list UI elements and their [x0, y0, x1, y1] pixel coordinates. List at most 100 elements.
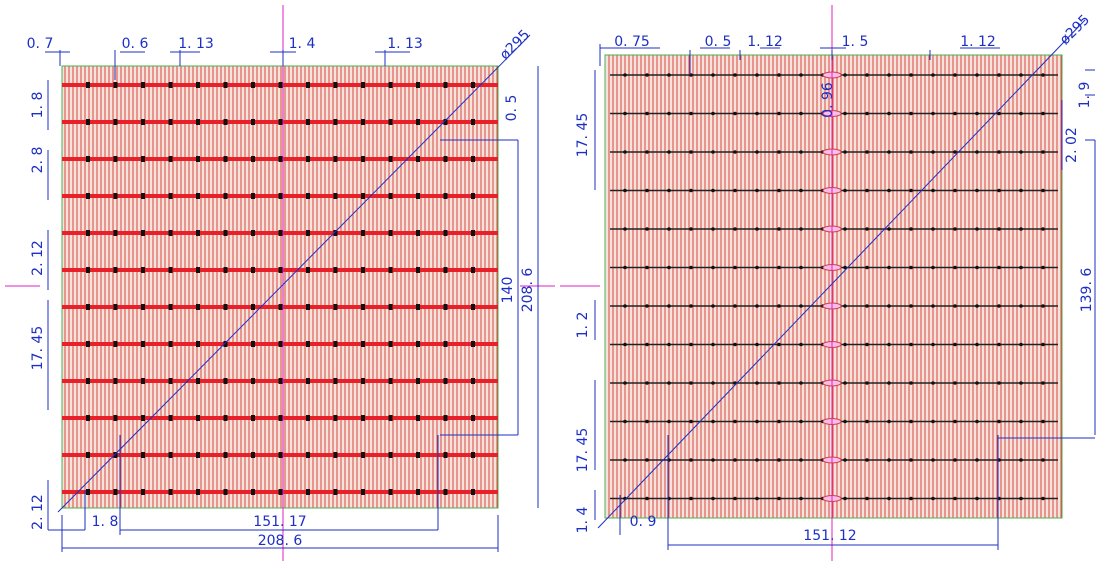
row-node: [416, 193, 420, 199]
row-node: [931, 188, 935, 193]
dim-label: 139. 6: [1079, 268, 1095, 313]
row-node: [278, 193, 283, 199]
row-node: [931, 111, 935, 116]
row-node: [645, 111, 649, 116]
row-node: [471, 267, 475, 273]
row-node: [953, 227, 957, 231]
row-node: [333, 193, 338, 199]
row-node: [865, 73, 869, 77]
guides: [5, 5, 1096, 561]
row-node: [623, 342, 627, 347]
dim-label: 151. 12: [803, 528, 856, 544]
row-node: [975, 458, 979, 462]
row-node: [843, 381, 847, 385]
row-node: [799, 458, 803, 462]
row-node: [887, 265, 891, 270]
row-node: [361, 415, 365, 421]
row-node: [1019, 227, 1023, 231]
row-node: [777, 381, 781, 385]
row-node: [667, 304, 671, 308]
row-node: [667, 227, 671, 231]
row-node: [333, 378, 338, 384]
row-node: [168, 304, 173, 310]
row-node: [953, 419, 957, 424]
row-node: [1019, 458, 1023, 462]
dim-label: 0. 6: [122, 36, 149, 52]
row-node: [443, 119, 448, 125]
row-node: [388, 452, 393, 458]
row-node: [953, 111, 957, 116]
row-node: [623, 419, 627, 424]
row-node: [755, 342, 759, 347]
row-node: [953, 265, 957, 270]
row-node: [733, 265, 737, 270]
row-node: [306, 489, 310, 495]
row-node: [843, 496, 847, 501]
row-node: [443, 230, 448, 236]
row-node: [711, 73, 715, 77]
row-node: [86, 378, 90, 384]
dim-label: 151. 17: [253, 514, 306, 530]
dim-lines: [47, 66, 539, 552]
row-node: [865, 381, 869, 385]
row-node: [471, 82, 475, 88]
row-node: [471, 452, 475, 458]
row-node: [865, 419, 869, 424]
row-node: [1019, 304, 1023, 308]
row-node: [471, 378, 475, 384]
row-node: [931, 458, 935, 462]
row-node: [667, 342, 671, 347]
row-node: [865, 496, 869, 501]
row-node: [843, 265, 847, 270]
row-node: [711, 304, 715, 308]
row-node: [416, 378, 420, 384]
row-node: [887, 150, 891, 154]
dim-label: ø295: [497, 27, 533, 63]
row-node: [1041, 73, 1045, 77]
row-node: [168, 230, 173, 236]
row-node: [223, 489, 228, 495]
row-node: [278, 378, 283, 384]
row-node: [251, 119, 255, 125]
row-node: [113, 193, 118, 199]
row-node: [645, 227, 649, 231]
row-node: [711, 188, 715, 193]
row-node: [223, 304, 228, 310]
row-node: [306, 341, 310, 347]
row-node: [443, 378, 448, 384]
row-node: [733, 150, 737, 154]
row-node: [361, 82, 365, 88]
row-node: [196, 82, 200, 88]
row-node: [931, 381, 935, 385]
row-node: [733, 458, 737, 462]
row-node: [865, 227, 869, 231]
row-node: [388, 415, 393, 421]
row-node: [113, 230, 118, 236]
row-node: [975, 419, 979, 424]
row-node: [278, 230, 283, 236]
row-node: [865, 265, 869, 270]
row-node: [306, 304, 310, 310]
row-node: [711, 419, 715, 424]
row-node: [1041, 265, 1045, 270]
row-node: [416, 452, 420, 458]
row-node: [1019, 188, 1023, 193]
row-node: [223, 156, 228, 162]
row-node: [306, 230, 310, 236]
row-node: [777, 111, 781, 116]
row-node: [931, 304, 935, 308]
row-node: [443, 82, 448, 88]
row-node: [141, 267, 145, 273]
row-node: [865, 304, 869, 308]
row-node: [168, 378, 173, 384]
dim-label: 0. 5: [705, 34, 732, 50]
row-node: [777, 265, 781, 270]
row-node: [975, 265, 979, 270]
row-node: [931, 265, 935, 270]
dim-label: 2. 12: [30, 240, 46, 276]
row-node: [251, 267, 255, 273]
dim-label: 1. 8: [30, 92, 46, 119]
row-node: [909, 381, 913, 385]
row-node: [278, 489, 283, 495]
